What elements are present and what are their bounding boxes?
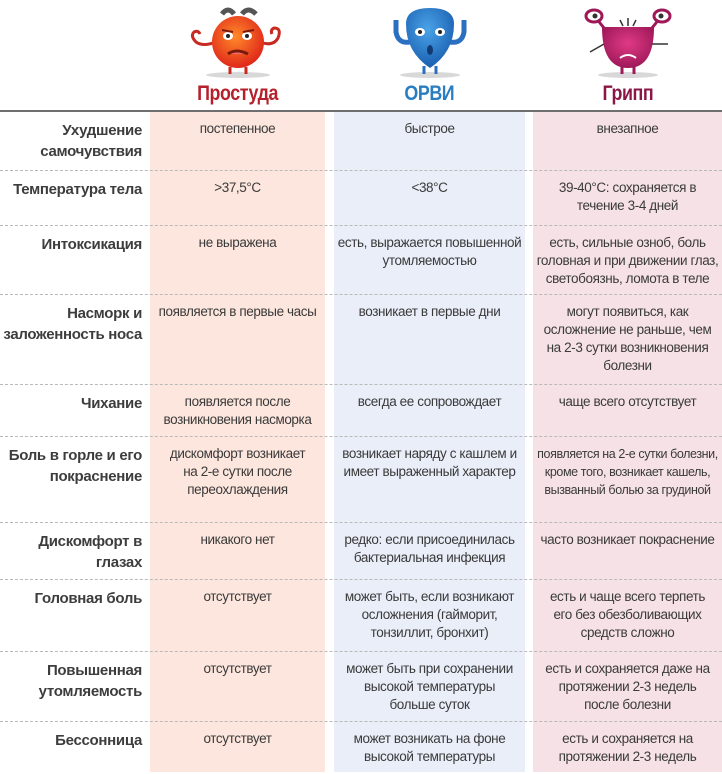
table-header: Простуда ОРВИ Грипп <box>0 0 722 112</box>
cell-cold: никакого нет <box>200 532 275 547</box>
row-label: Температура тела <box>13 181 142 198</box>
cell-arvi: может быть, если возникают осложнения (г… <box>344 589 515 640</box>
cell-flu: внезапное <box>596 121 659 136</box>
table-row: Головная боль отсутствует может быть, ес… <box>0 580 722 652</box>
cell-flu: есть и чаще всего терпеть его без обезбо… <box>549 589 706 640</box>
cell-flu: часто возникает покраснение <box>540 532 715 547</box>
table-row: Температура тела >37,5°C <38°C 39-40°C: … <box>0 171 722 226</box>
blue-monster-icon <box>393 8 466 78</box>
cell-flu: могут появиться, как осложнение не раньш… <box>543 304 712 373</box>
cell-arvi: может быть при сохранении высокой темпер… <box>346 661 513 712</box>
cell-cold: постепенное <box>199 121 276 136</box>
row-label: Чихание <box>81 395 142 412</box>
column-title-cold: Простуда <box>197 82 278 105</box>
row-label: Интоксикация <box>41 236 143 253</box>
cell-arvi: может возникать на фоне высокой температ… <box>353 731 506 764</box>
comparison-table: Ухудшение самочувствия постепенное быстр… <box>0 112 722 772</box>
cell-flu: появляется на 2-е сутки болезни, кроме т… <box>537 447 718 497</box>
row-label: Головная боль <box>34 590 143 607</box>
row-label: Боль в горле и его покраснение <box>8 447 143 485</box>
cell-arvi: редко: если присоединилась бактериальная… <box>344 532 515 565</box>
table-row: Ухудшение самочувствия постепенное быстр… <box>0 112 722 171</box>
table-row: Бессонница отсутствует может возникать н… <box>0 722 722 772</box>
cell-flu: есть, сильные озноб, боль головная и при… <box>536 235 719 286</box>
cell-cold: >37,5°C <box>214 180 261 195</box>
header-divider <box>0 110 722 112</box>
table-row: Боль в горле и его покраснение дискомфор… <box>0 437 722 523</box>
column-header-arvi: ОРВИ <box>334 0 525 110</box>
cell-cold: отсутствует <box>203 661 272 676</box>
table-row: Повышенная утомляемость отсутствует може… <box>0 652 722 722</box>
cell-cold: дискомфорт возникает на 2-е сутки после … <box>169 446 306 497</box>
table-row: Насморк и заложенность носа появляется в… <box>0 295 722 385</box>
cell-arvi: есть, выражается повышенной утомляемость… <box>337 235 522 268</box>
cell-arvi: быстрое <box>404 121 455 136</box>
cell-cold: отсутствует <box>203 589 272 604</box>
cell-cold: появляется в первые часы <box>158 304 317 319</box>
row-label: Дискомфорт в глазах <box>38 533 142 571</box>
cell-flu: есть и сохраняется даже на протяжении 2-… <box>545 661 710 712</box>
cell-arvi: <38°C <box>411 180 448 195</box>
table-row: Дискомфорт в глазах никакого нет редко: … <box>0 523 722 580</box>
cell-flu: 39-40°C: сохраняется в течение 3-4 дней <box>558 180 697 213</box>
row-label: Ухудшение самочувствия <box>40 122 142 160</box>
row-label: Бессонница <box>55 732 142 749</box>
cell-flu: чаще всего отсутствует <box>558 394 697 409</box>
cell-flu: есть и сохраняется на протяжении 2-3 нед… <box>558 731 697 764</box>
column-header-flu: Грипп <box>533 0 722 110</box>
cell-cold: не выражена <box>198 235 277 250</box>
table-row: Чихание появляется после возникновения н… <box>0 385 722 437</box>
column-title-flu: Грипп <box>602 82 653 105</box>
flu-column-background <box>533 112 722 772</box>
arvi-column-background <box>334 112 525 772</box>
row-label: Насморк и заложенность носа <box>3 305 142 343</box>
table-row: Интоксикация не выражена есть, выражаетс… <box>0 226 722 295</box>
column-title-arvi: ОРВИ <box>404 82 455 105</box>
column-header-cold: Простуда <box>150 0 325 110</box>
cell-arvi: возникает в первые дни <box>358 304 501 319</box>
cold-column-background <box>150 112 325 772</box>
cell-arvi: всегда ее сопровождает <box>357 394 502 409</box>
row-label: Повышенная утомляемость <box>38 662 143 700</box>
magenta-monster-icon <box>584 8 671 78</box>
cell-cold: появляется после возникновения насморка <box>163 394 312 427</box>
cell-cold: отсутствует <box>203 731 272 746</box>
red-monster-icon <box>190 7 281 78</box>
cell-arvi: возникает наряду с кашлем и имеет выраже… <box>342 446 517 479</box>
